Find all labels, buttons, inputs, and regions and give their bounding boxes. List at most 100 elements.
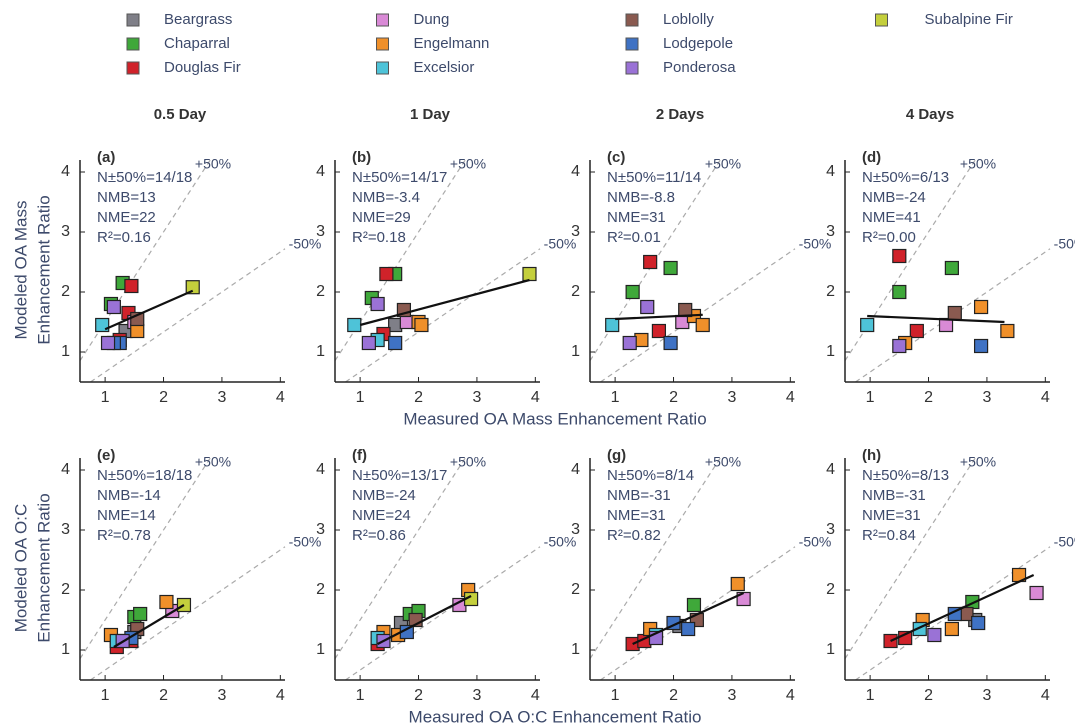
data-point — [634, 332, 649, 348]
column-title: 2 Days — [656, 106, 704, 123]
fit-line — [632, 592, 745, 645]
x-tick-label: 1 — [611, 687, 620, 704]
data-point — [159, 594, 174, 610]
panel-stat: N±50%=8/13 — [862, 467, 949, 484]
reference-line — [90, 546, 286, 681]
fit-line — [113, 604, 185, 648]
x-tick-label: 4 — [786, 687, 795, 704]
fit-line — [890, 574, 1035, 642]
reference-line — [79, 457, 211, 660]
y-tick-label: 1 — [571, 641, 580, 658]
data-point — [1029, 585, 1044, 601]
data-point — [622, 335, 637, 351]
x-tick-label: 3 — [727, 389, 736, 406]
y-tick-label: 4 — [61, 163, 70, 180]
data-point — [730, 576, 745, 592]
legend-swatch — [625, 37, 639, 51]
panel-stat: R²=0.16 — [97, 229, 151, 246]
x-tick-label: 1 — [866, 687, 875, 704]
column-title: 4 Days — [906, 106, 954, 123]
x-tick-label: 3 — [472, 687, 481, 704]
y-tick-label: 3 — [316, 223, 325, 240]
x-tick-label: 3 — [217, 687, 226, 704]
x-tick-label: 2 — [669, 389, 678, 406]
panel-stat: R²=0.18 — [352, 229, 406, 246]
panel-stat: NMB=-24 — [352, 487, 416, 504]
data-point — [1000, 323, 1015, 339]
data-point — [347, 317, 362, 333]
y-tick-label: 4 — [61, 461, 70, 478]
annotation: +50% — [960, 454, 996, 470]
legend-label: Excelsior — [414, 59, 475, 76]
x-tick-label: 3 — [727, 687, 736, 704]
annotation: +50% — [450, 156, 486, 172]
y-tick-label: 1 — [61, 343, 70, 360]
annotation: -50% — [1054, 236, 1075, 252]
y-tick-label: 3 — [571, 223, 580, 240]
legend-swatch — [376, 37, 389, 51]
x-axis-label: Measured OA Mass Enhancement Ratio — [403, 409, 706, 428]
panel-stat: N±50%=11/14 — [607, 169, 701, 186]
data-point — [643, 254, 658, 270]
panel-stat: N±50%=14/17 — [352, 169, 447, 186]
y-tick-label: 4 — [571, 163, 580, 180]
fit-line — [104, 289, 194, 331]
data-point — [892, 284, 907, 300]
data-point — [379, 266, 394, 282]
y-tick-label: 2 — [316, 283, 325, 300]
data-point — [909, 323, 924, 339]
panel-stat: NME=24 — [352, 507, 411, 524]
annotation: -50% — [289, 236, 322, 252]
panel-stat: R²=0.84 — [862, 527, 916, 544]
y-tick-label: 2 — [571, 581, 580, 598]
y-tick-label: 1 — [316, 641, 325, 658]
y-tick-label: 2 — [571, 283, 580, 300]
data-point — [927, 627, 942, 643]
panel-stat: NME=22 — [97, 209, 156, 226]
panel-label: (e) — [97, 447, 115, 464]
data-point — [522, 266, 537, 282]
reference-line — [334, 457, 466, 660]
panel-label: (h) — [862, 447, 881, 464]
fit-line — [867, 314, 1005, 324]
x-tick-label: 4 — [276, 687, 285, 704]
panel-stat: R²=0.82 — [607, 527, 661, 544]
x-tick-label: 1 — [101, 687, 110, 704]
y-tick-label: 1 — [826, 343, 835, 360]
y-tick-label: 2 — [826, 581, 835, 598]
legend-swatch — [625, 13, 639, 27]
legend-label: Loblolly — [663, 11, 714, 28]
x-tick-label: 1 — [611, 389, 620, 406]
panel-stat: NMB=13 — [97, 189, 156, 206]
annotation: -50% — [289, 534, 322, 550]
annotation: -50% — [544, 236, 577, 252]
y-tick-label: 4 — [316, 461, 325, 478]
legend-label: Dung — [414, 11, 450, 28]
annotation: -50% — [799, 534, 832, 550]
legend-swatch — [376, 13, 389, 27]
data-point — [640, 299, 655, 315]
data-point — [605, 317, 620, 333]
data-point — [651, 323, 667, 339]
x-tick-label: 3 — [472, 389, 481, 406]
y-axis-label: Modeled OA Mass — [11, 201, 30, 340]
annotation: +50% — [960, 156, 996, 172]
data-point — [133, 606, 148, 622]
annotation: -50% — [799, 236, 832, 252]
legend-label: Engelmann — [414, 35, 490, 52]
panel-label: (d) — [862, 149, 881, 166]
y-tick-label: 1 — [316, 343, 325, 360]
y-tick-label: 3 — [61, 521, 70, 538]
x-tick-label: 2 — [924, 389, 933, 406]
reference-line — [345, 248, 541, 383]
legend-swatch — [376, 61, 389, 75]
data-point — [971, 615, 986, 631]
reference-line — [345, 546, 541, 681]
data-point — [130, 323, 145, 339]
panel-stat: N±50%=8/14 — [607, 467, 694, 484]
legend-label: Beargrass — [164, 11, 232, 28]
x-tick-label: 2 — [414, 687, 423, 704]
annotation: +50% — [195, 454, 231, 470]
y-tick-label: 2 — [826, 283, 835, 300]
x-tick-label: 3 — [982, 389, 991, 406]
